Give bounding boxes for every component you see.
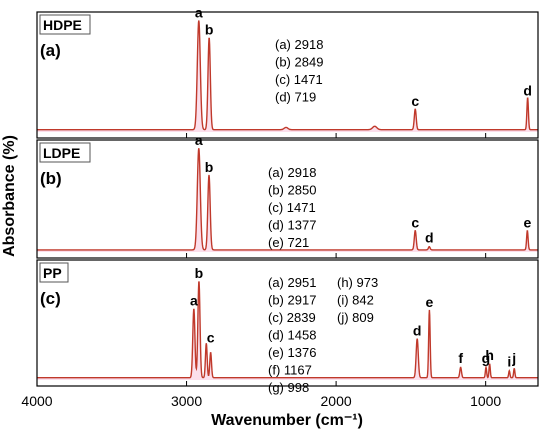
ylabel-group: Absorbance (%) [1, 135, 18, 257]
panel-letter: (a) [40, 41, 61, 60]
peak-list-item: (c) 1471 [268, 200, 316, 215]
x-axis: 4000 3000 2000 1000 [21, 393, 501, 409]
x-tick-label: 2000 [321, 393, 352, 409]
panel-tag: LDPE [43, 145, 80, 161]
peak-label: j [511, 350, 516, 366]
peak-list-item: (b) 2917 [268, 293, 316, 308]
spectrum-line [37, 20, 538, 131]
peak-label: b [195, 265, 204, 281]
peak-label: e [523, 215, 531, 231]
panels: HDPE(a) (a) 2918(b) 2849(c) 1471(d) 719ab… [36, 4, 539, 395]
spectrum-line [37, 148, 538, 251]
peak-label: d [523, 83, 532, 99]
panel-tag: HDPE [43, 17, 82, 33]
panel-frame [36, 11, 539, 139]
peak-list-item: (a) 2918 [275, 37, 323, 52]
panel-tag-box [39, 14, 91, 35]
peak-list-item: (c) 2839 [268, 310, 316, 325]
peak-label: f [458, 350, 463, 366]
peak-list-item: (d) 1377 [268, 218, 316, 233]
peak-label: h [485, 347, 494, 363]
panel-letter: (c) [40, 289, 61, 308]
x-tick-label: 1000 [470, 393, 501, 409]
peak-label: a [195, 4, 203, 20]
peak-label: c [411, 93, 419, 109]
peak-label: i [507, 354, 511, 370]
peak-label: b [205, 22, 214, 38]
peak-label: d [413, 323, 422, 339]
panel-ldpe: LDPE (b) (a) 2918 (b) 2850 (c) 1471 (d) 1377 (… [36, 132, 539, 259]
peak-list-item: (e) 721 [268, 235, 309, 250]
panel-hdpe: HDPE (a) (a) 2918 (b) 2849 (c) 1471 (d) 719 ab… [36, 4, 539, 139]
peak-list-item: (d) 719 [275, 90, 316, 105]
peak-label: a [190, 293, 198, 309]
panel-tag-box [39, 142, 91, 163]
panel-tag: PP [43, 265, 62, 281]
peak-list-item: (a) 2918 [268, 165, 316, 180]
spectrum-line [37, 281, 538, 379]
peak-list-item: (b) 2849 [275, 55, 323, 70]
peak-list-item: (e) 1376 [268, 345, 316, 360]
peak-label: b [205, 159, 214, 175]
peak-label: c [207, 330, 215, 346]
peak-list-item: (j) 809 [337, 310, 374, 325]
x-tick-label: 4000 [21, 393, 52, 409]
peak-list-item: (d) 1458 [268, 328, 316, 343]
peak-list-item: (c) 1471 [275, 72, 323, 87]
panel-letter: (b) [40, 169, 62, 188]
panel-pp: PP (c) (a) 2951 (b) 2917 (c) 2839 (d) 1458 (e)… [36, 259, 539, 395]
peak-list-item: (a) 2951 [268, 275, 316, 290]
y-axis-label: Absorbance (%) [1, 135, 18, 257]
x-axis-label: Wavenumber (cm⁻¹) [211, 412, 363, 429]
peak-list-item: (i) 842 [337, 293, 374, 308]
x-tick-label: 3000 [171, 393, 202, 409]
peak-label: c [411, 215, 419, 231]
peak-label: a [195, 132, 203, 148]
peak-label: d [425, 230, 434, 246]
peak-list-item: (g) 998 [268, 380, 309, 395]
peak-label: g [482, 350, 491, 366]
peak-list-item: (b) 2850 [268, 183, 316, 198]
peak-list-item: (h) 973 [337, 275, 378, 290]
peak-list-item: (f) 1167 [268, 363, 312, 378]
panel-tag-box [39, 262, 69, 283]
panel-frame [36, 139, 539, 259]
panel-frame [36, 259, 539, 387]
peak-label: e [426, 294, 434, 310]
